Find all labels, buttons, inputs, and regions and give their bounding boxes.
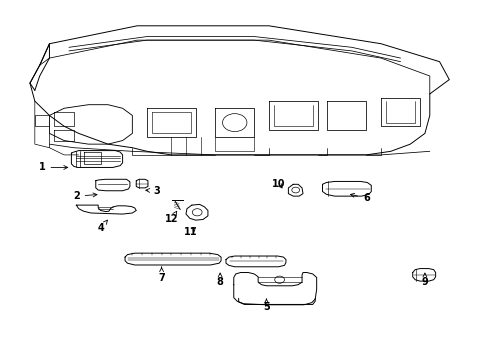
Text: 11: 11 — [184, 227, 197, 237]
Text: 6: 6 — [350, 193, 369, 203]
Text: 1: 1 — [39, 162, 67, 172]
Text: 4: 4 — [97, 220, 107, 233]
Text: 3: 3 — [145, 186, 160, 196]
Text: 2: 2 — [73, 191, 97, 201]
Text: 10: 10 — [271, 179, 285, 189]
Text: 9: 9 — [421, 273, 427, 287]
Text: 5: 5 — [263, 299, 269, 312]
Text: 12: 12 — [164, 211, 178, 224]
Text: 8: 8 — [216, 273, 223, 287]
Text: 7: 7 — [158, 267, 164, 283]
